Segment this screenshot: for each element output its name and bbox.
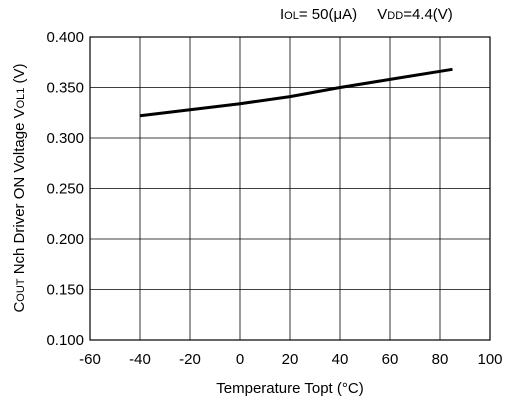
plot-frame bbox=[89, 36, 491, 341]
conditions-text: IOL= 50(μA) VDD=4.4(V) bbox=[280, 6, 453, 23]
x-tick-labels: -60 -40 -20 0 20 40 60 80 100 bbox=[79, 351, 502, 368]
vdd-subscript: DD bbox=[387, 10, 403, 22]
y-tick-label: 0.100 bbox=[46, 332, 84, 349]
y-tick-label: 0.250 bbox=[46, 181, 84, 198]
x-tick-label: 0 bbox=[236, 351, 244, 368]
y-tick-label: 0.400 bbox=[46, 29, 84, 46]
vdd-symbol: V bbox=[377, 6, 387, 23]
y-tick-label: 0.350 bbox=[46, 80, 84, 97]
y-axis-label: COUT Nch Driver ON Voltage VOL1 (V) bbox=[11, 63, 28, 312]
x-tick-label: -60 bbox=[79, 351, 101, 368]
grid-lines bbox=[89, 36, 491, 341]
x-tick-label: 60 bbox=[382, 351, 399, 368]
x-tick-label: -20 bbox=[179, 351, 201, 368]
y-tick-labels: 0.100 0.150 0.200 0.250 0.300 0.350 0.400 bbox=[46, 29, 84, 349]
iol-value: = 50(μA) bbox=[299, 6, 357, 23]
y-tick-label: 0.200 bbox=[46, 231, 84, 248]
series-lines bbox=[139, 67, 453, 118]
y-label-out: OUT bbox=[15, 278, 27, 302]
iol-symbol: I bbox=[280, 6, 284, 23]
y-label-sub: OL1 bbox=[15, 88, 27, 109]
y-label-mid: Nch Driver ON Voltage V bbox=[11, 108, 28, 278]
x-tick-label: 40 bbox=[332, 351, 349, 368]
y-label-c: C bbox=[11, 302, 28, 313]
y-tick-label: 0.150 bbox=[46, 282, 84, 299]
series-line bbox=[139, 67, 453, 118]
y-label-unit: (V) bbox=[11, 63, 28, 87]
x-tick-label: 100 bbox=[477, 351, 502, 368]
x-tick-label: 20 bbox=[282, 351, 299, 368]
x-tick-label: -40 bbox=[129, 351, 151, 368]
x-tick-label: 80 bbox=[432, 351, 449, 368]
vdd-value: =4.4(V) bbox=[403, 6, 453, 23]
y-tick-label: 0.300 bbox=[46, 130, 84, 147]
iol-subscript: OL bbox=[284, 10, 299, 22]
x-axis-label: Temperature Topt (°C) bbox=[216, 380, 363, 397]
